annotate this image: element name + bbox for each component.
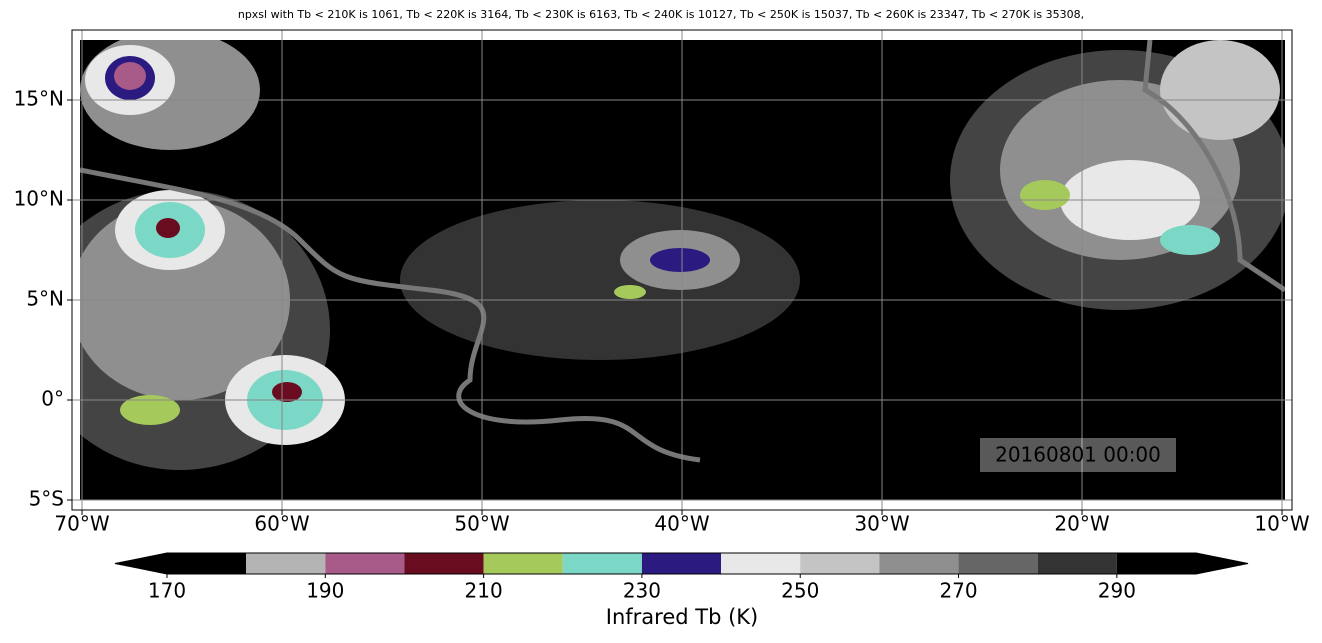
colorbar-segment bbox=[800, 553, 880, 574]
timestamp: 20160801 00:00 bbox=[995, 443, 1161, 467]
map-frame bbox=[71, 29, 1293, 511]
x-tick-label: 60°W bbox=[254, 512, 309, 536]
colorbar-tick-label: 170 bbox=[148, 579, 186, 603]
colorbar-tick-label: 250 bbox=[781, 579, 819, 603]
x-tick-label: 20°W bbox=[1054, 512, 1109, 536]
colorbar-tick-label: 290 bbox=[1098, 579, 1136, 603]
colorbar-segment bbox=[1037, 553, 1117, 574]
colorbar-segment bbox=[562, 553, 642, 574]
x-tick-label: 30°W bbox=[854, 512, 909, 536]
x-tick-label: 70°W bbox=[54, 512, 109, 536]
colorbar-segment bbox=[483, 553, 563, 574]
y-tick-label: 5°N bbox=[26, 287, 64, 311]
x-tick-label: 40°W bbox=[654, 512, 709, 536]
x-tick-label: 50°W bbox=[454, 512, 509, 536]
colorbar-segment bbox=[404, 553, 484, 574]
colorbar-segment bbox=[721, 553, 801, 574]
x-tick-label: 10°W bbox=[1254, 512, 1309, 536]
colorbar-extend-low bbox=[114, 552, 168, 575]
colorbar-extend-high bbox=[1195, 552, 1249, 575]
colorbar-segment bbox=[167, 553, 247, 574]
colorbar-tick-label: 210 bbox=[465, 579, 503, 603]
colorbar-segment bbox=[958, 553, 1038, 574]
y-tick-label: 5°S bbox=[29, 487, 64, 511]
y-tick-label: 10°N bbox=[14, 187, 64, 211]
colorbar-tick-label: 230 bbox=[623, 579, 661, 603]
colorbar-segment bbox=[325, 553, 405, 574]
colorbar-segment bbox=[246, 553, 326, 574]
colorbar-tick-label: 190 bbox=[306, 579, 344, 603]
colorbar-tick-label: 270 bbox=[939, 579, 977, 603]
y-tick-label: 15°N bbox=[14, 87, 64, 111]
colorbar-frame bbox=[166, 552, 1197, 575]
title: npxsl with Tb < 210K is 1061, Tb < 220K … bbox=[238, 8, 1084, 21]
colorbar-segment bbox=[879, 553, 959, 574]
y-tick-label: 0° bbox=[41, 387, 64, 411]
timestamp-box bbox=[980, 438, 1176, 472]
colorbar-segment bbox=[1116, 553, 1196, 574]
colorbar-label: Infrared Tb (K) bbox=[606, 605, 759, 629]
colorbar-segment bbox=[641, 553, 722, 574]
